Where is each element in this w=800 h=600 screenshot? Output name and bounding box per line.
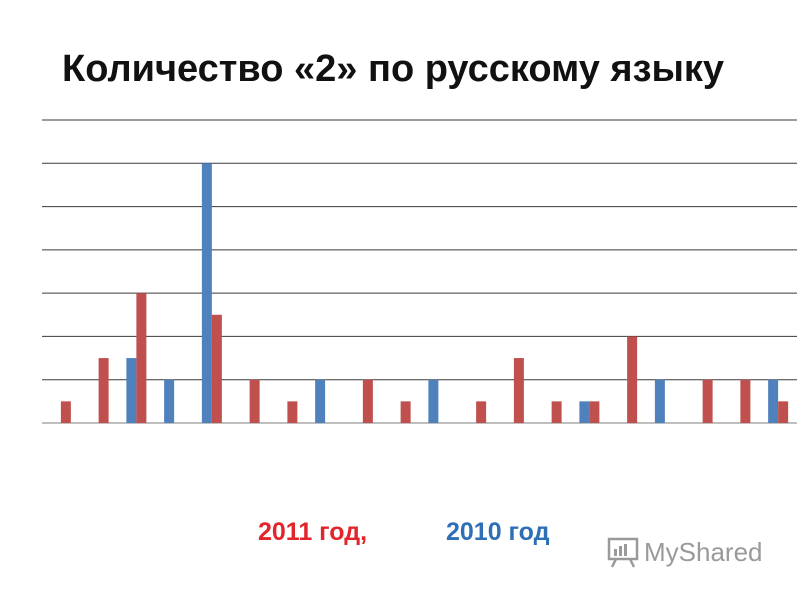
bar-2011-12 [476,401,487,423]
bar-2011-19 [740,379,751,423]
bar-2010-15 [579,401,590,423]
watermark-text: MyShared [644,536,763,567]
bar-2010-11 [428,379,439,423]
bar-2011-20 [778,401,789,423]
bar-2011-13 [513,358,524,423]
presentation-board-icon [607,537,639,568]
bar-2011-15 [589,401,600,423]
bar-2010-8 [315,379,326,423]
watermark: MyShared [606,535,763,569]
bar-2011-10 [400,401,411,423]
bars [60,163,789,424]
bar-2011-5 [211,314,222,423]
bar-2010-20 [768,379,779,423]
bar-2011-14 [551,401,562,423]
bar-2011-16 [627,336,638,423]
chart-title: Количество «2» по русскому языку [62,48,725,90]
bar-2011-2 [98,358,109,423]
bar-2011-18 [702,379,713,423]
gridlines [42,119,797,424]
legend-entry-2010: 2010 год [446,518,550,546]
bar-2011-6 [249,379,260,423]
bar-2010-3 [126,358,137,423]
bar-2011-3 [136,293,147,423]
bar-2011-9 [362,379,373,423]
legend-entry-2011: 2011 год, [258,518,368,546]
bar-2010-4 [164,379,175,423]
bar-2011-7 [287,401,298,423]
bar-2010-5 [201,163,212,424]
bar-2011-1 [60,401,71,423]
bar-2010-17 [654,379,665,423]
